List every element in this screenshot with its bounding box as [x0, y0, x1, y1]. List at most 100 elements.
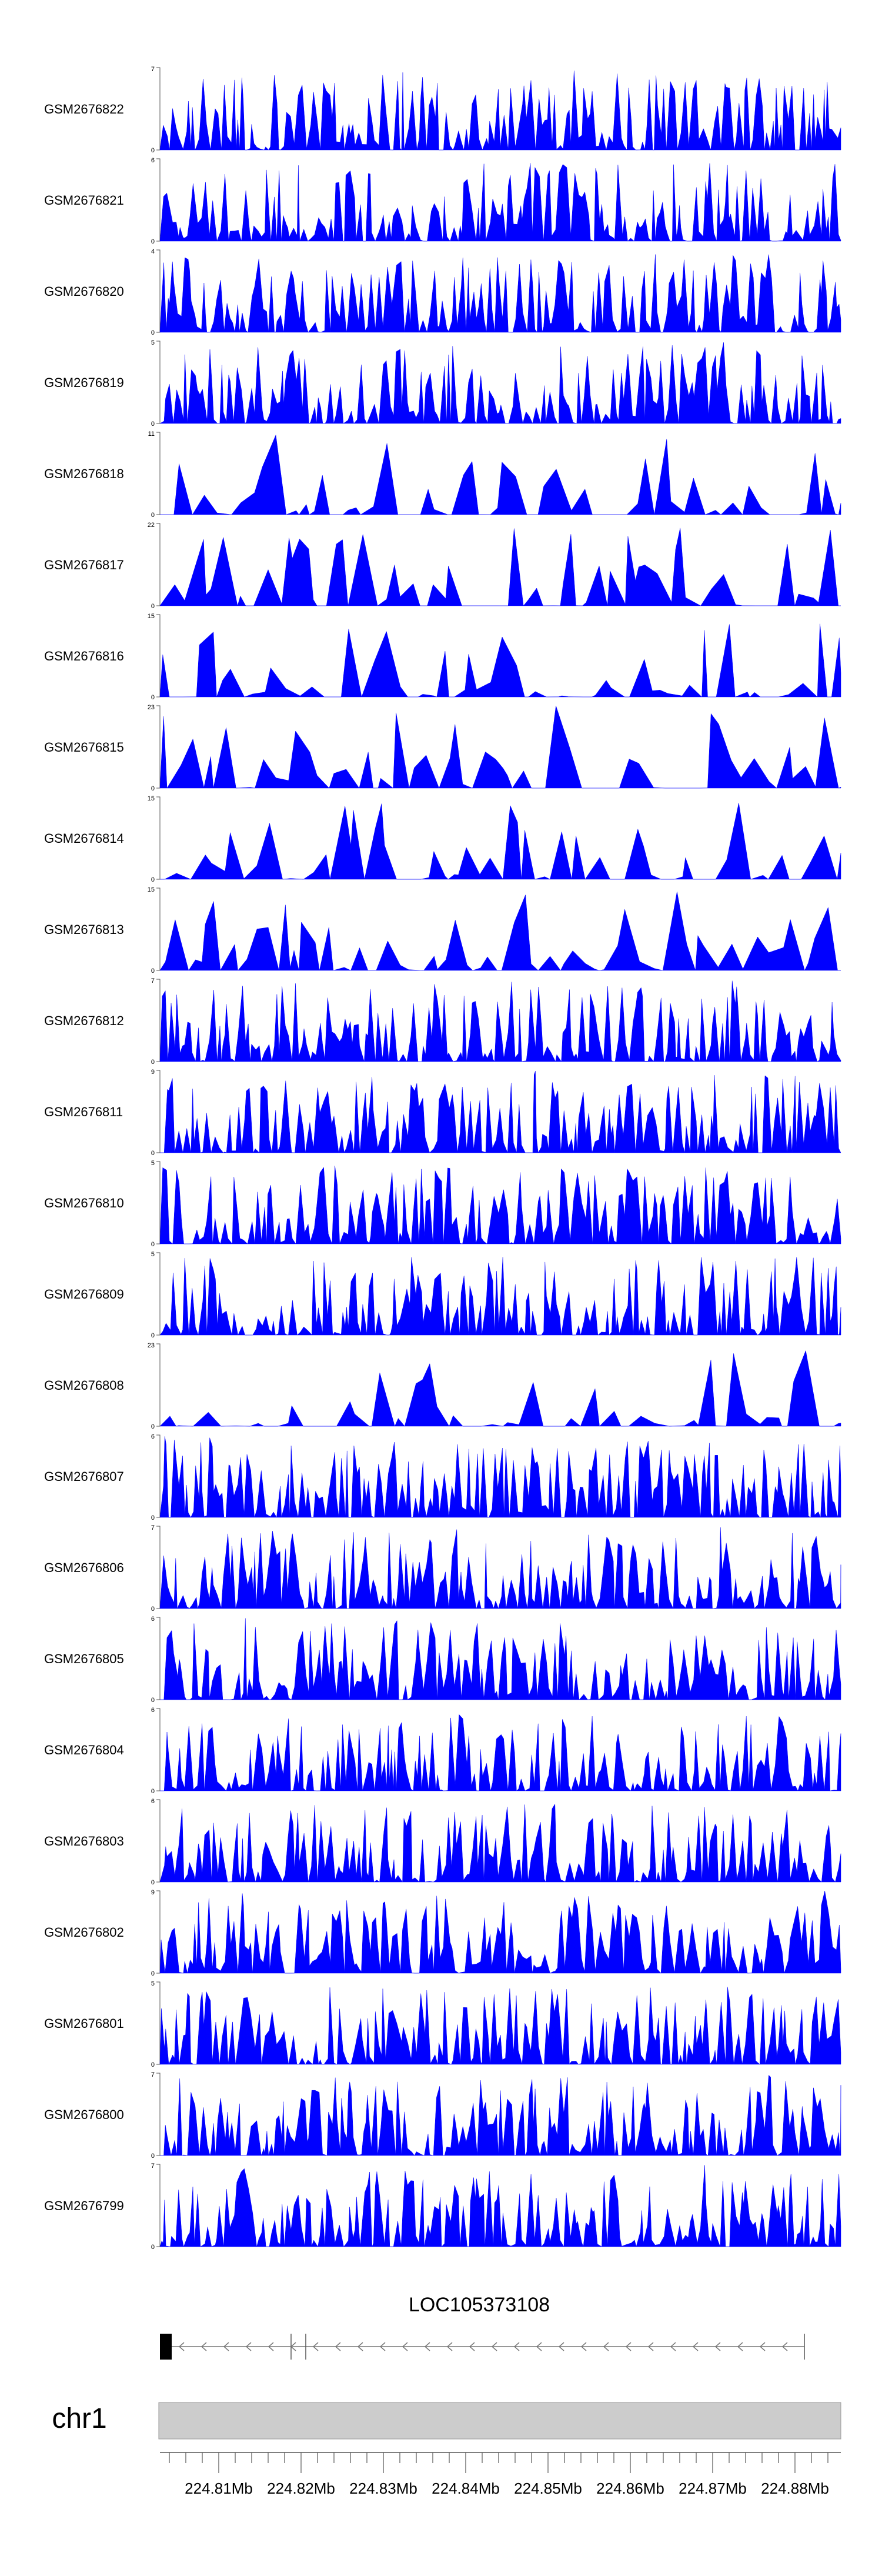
gene-model — [160, 2334, 805, 2360]
y-tick-min: 0 — [151, 1241, 155, 1248]
x-tick-label: 224.84Mb — [432, 2480, 500, 2497]
track-GSM2676818: GSM2676818 11 0 — [44, 431, 841, 519]
y-axis — [156, 2073, 161, 2156]
strand-arrow — [625, 2342, 632, 2351]
strand-arrow — [357, 2342, 363, 2351]
y-tick-max: 7 — [151, 1524, 155, 1531]
track-label: GSM2676813 — [44, 922, 124, 937]
y-axis — [156, 614, 161, 698]
y-tick-min: 0 — [151, 1970, 155, 1977]
coverage-area — [159, 1257, 841, 1336]
coverage-area — [159, 706, 841, 789]
track-GSM2676808: GSM2676808 23 0 — [44, 1342, 841, 1430]
coverage-area — [159, 623, 841, 698]
x-tick-label: 224.87Mb — [679, 2480, 747, 2497]
strand-arrow — [424, 2342, 430, 2351]
y-tick-max: 9 — [151, 1889, 155, 1896]
y-tick-max: 6 — [151, 1707, 155, 1714]
coverage-tracks: GSM267682270GSM267682160GSM267682040GSM2… — [44, 66, 841, 2251]
track-GSM2676809: GSM2676809 5 0 — [44, 1251, 841, 1339]
y-tick-max: 23 — [148, 704, 155, 711]
y-axis — [156, 1343, 161, 1427]
y-tick-max: 15 — [148, 795, 155, 802]
y-tick-min: 0 — [151, 238, 155, 245]
y-tick-min: 0 — [151, 603, 155, 610]
y-tick-min: 0 — [151, 1150, 155, 1157]
x-tick-label: 224.82Mb — [267, 2480, 335, 2497]
y-tick-max: 4 — [151, 248, 155, 255]
x-tick-label: 224.86Mb — [596, 2480, 664, 2497]
strand-arrow — [714, 2342, 721, 2351]
strand-arrow — [692, 2342, 699, 2351]
y-tick-min: 0 — [151, 1059, 155, 1066]
track-label: GSM2676806 — [44, 1560, 124, 1575]
y-tick-max: 5 — [151, 1160, 155, 1167]
strand-arrow — [245, 2342, 252, 2351]
y-axis — [156, 341, 161, 424]
y-tick-min: 0 — [151, 967, 155, 975]
coverage-area — [159, 1527, 841, 1609]
strand-arrow — [647, 2342, 654, 2351]
track-GSM2676820: GSM2676820 4 0 — [44, 248, 841, 336]
strand-arrow — [379, 2342, 386, 2351]
y-tick-max: 6 — [151, 1798, 155, 1805]
coverage-area — [159, 342, 841, 424]
track-GSM2676805: GSM2676805 6 0 — [44, 1616, 841, 1704]
track-label: GSM2676815 — [44, 740, 124, 755]
y-tick-max: 6 — [151, 157, 155, 164]
coverage-area — [159, 1987, 841, 2065]
strand-arrow — [446, 2342, 453, 2351]
y-axis — [156, 796, 161, 880]
track-GSM2676804: GSM2676804 6 0 — [44, 1707, 841, 1795]
y-axis — [156, 1161, 161, 1244]
y-tick-max: 7 — [151, 977, 155, 985]
y-tick-max: 6 — [151, 1433, 155, 1440]
y-tick-max: 15 — [148, 886, 155, 893]
y-tick-min: 0 — [151, 1879, 155, 1886]
coverage-area — [159, 254, 841, 333]
y-tick-min: 0 — [151, 876, 155, 883]
coverage-area — [159, 2165, 841, 2247]
coverage-area — [159, 528, 841, 606]
x-tick-label: 224.83Mb — [349, 2480, 417, 2497]
strand-arrow — [335, 2342, 341, 2351]
x-tick-label: 224.81Mb — [185, 2480, 253, 2497]
y-tick-max: 7 — [151, 66, 155, 73]
track-GSM2676801: GSM2676801 5 0 — [44, 1980, 841, 2068]
y-tick-max: 23 — [148, 1342, 155, 1349]
track-GSM2676800: GSM2676800 7 0 — [44, 2071, 841, 2160]
track-GSM2676799: GSM2676799 7 0 — [44, 2163, 841, 2251]
track-label: GSM2676820 — [44, 284, 124, 299]
track-label: GSM2676816 — [44, 649, 124, 663]
track-GSM2676811: GSM2676811 9 0 — [44, 1069, 841, 1157]
track-GSM2676802: GSM2676802 9 0 — [44, 1889, 841, 1977]
y-axis — [156, 249, 161, 333]
coverage-area — [159, 1803, 841, 1883]
x-tick-label: 224.88Mb — [761, 2480, 829, 2497]
track-GSM2676816: GSM2676816 15 0 — [44, 613, 841, 701]
track-label: GSM2676809 — [44, 1287, 124, 1302]
track-label: GSM2676818 — [44, 466, 124, 481]
strand-arrow — [178, 2342, 185, 2351]
track-GSM2676817: GSM2676817 22 0 — [44, 522, 841, 610]
coverage-area — [159, 163, 841, 242]
track-GSM2676810: GSM2676810 5 0 — [44, 1160, 841, 1248]
y-tick-max: 5 — [151, 1251, 155, 1258]
track-label: GSM2676807 — [44, 1469, 124, 1484]
y-axis — [156, 432, 161, 515]
track-label: GSM2676802 — [44, 1925, 124, 1940]
track-GSM2676813: GSM2676813 15 0 — [44, 886, 841, 975]
coverage-area — [159, 2075, 841, 2156]
coverage-area — [159, 1891, 841, 1974]
track-label: GSM2676805 — [44, 1651, 124, 1666]
track-label: GSM2676812 — [44, 1013, 124, 1028]
y-tick-min: 0 — [151, 785, 155, 792]
y-axis — [156, 1434, 161, 1518]
strand-arrow — [402, 2342, 408, 2351]
y-tick-max: 6 — [151, 1616, 155, 1623]
strand-arrow — [670, 2342, 676, 2351]
coverage-area — [159, 1350, 841, 1427]
track-GSM2676821: GSM2676821 6 0 — [44, 157, 841, 245]
y-axis — [156, 67, 161, 151]
